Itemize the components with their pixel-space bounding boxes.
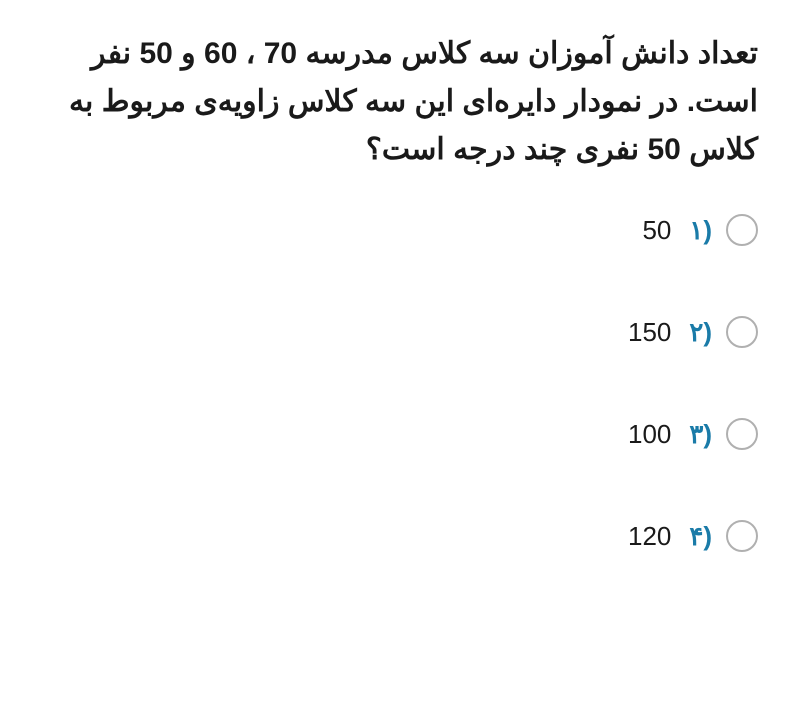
radio-icon[interactable] [726, 520, 758, 552]
question-text: تعداد دانش آموزان سه کلاس مدرسه 70 ، 60 … [40, 30, 758, 174]
option-number: ۲) [689, 317, 712, 348]
option-value: 150 [628, 317, 671, 348]
radio-icon[interactable] [726, 316, 758, 348]
option-number: ۳) [689, 419, 712, 450]
options-list: ۱) 50 ۲) 150 ۳) 100 ۴) 120 [40, 214, 758, 552]
radio-icon[interactable] [726, 418, 758, 450]
option-value: 120 [628, 521, 671, 552]
option-value: 100 [628, 419, 671, 450]
option-number: ۴) [689, 521, 712, 552]
option-2[interactable]: ۲) 150 [60, 316, 758, 348]
option-1[interactable]: ۱) 50 [60, 214, 758, 246]
radio-icon[interactable] [726, 214, 758, 246]
option-4[interactable]: ۴) 120 [60, 520, 758, 552]
option-value: 50 [642, 215, 671, 246]
option-number: ۱) [689, 215, 712, 246]
option-3[interactable]: ۳) 100 [60, 418, 758, 450]
